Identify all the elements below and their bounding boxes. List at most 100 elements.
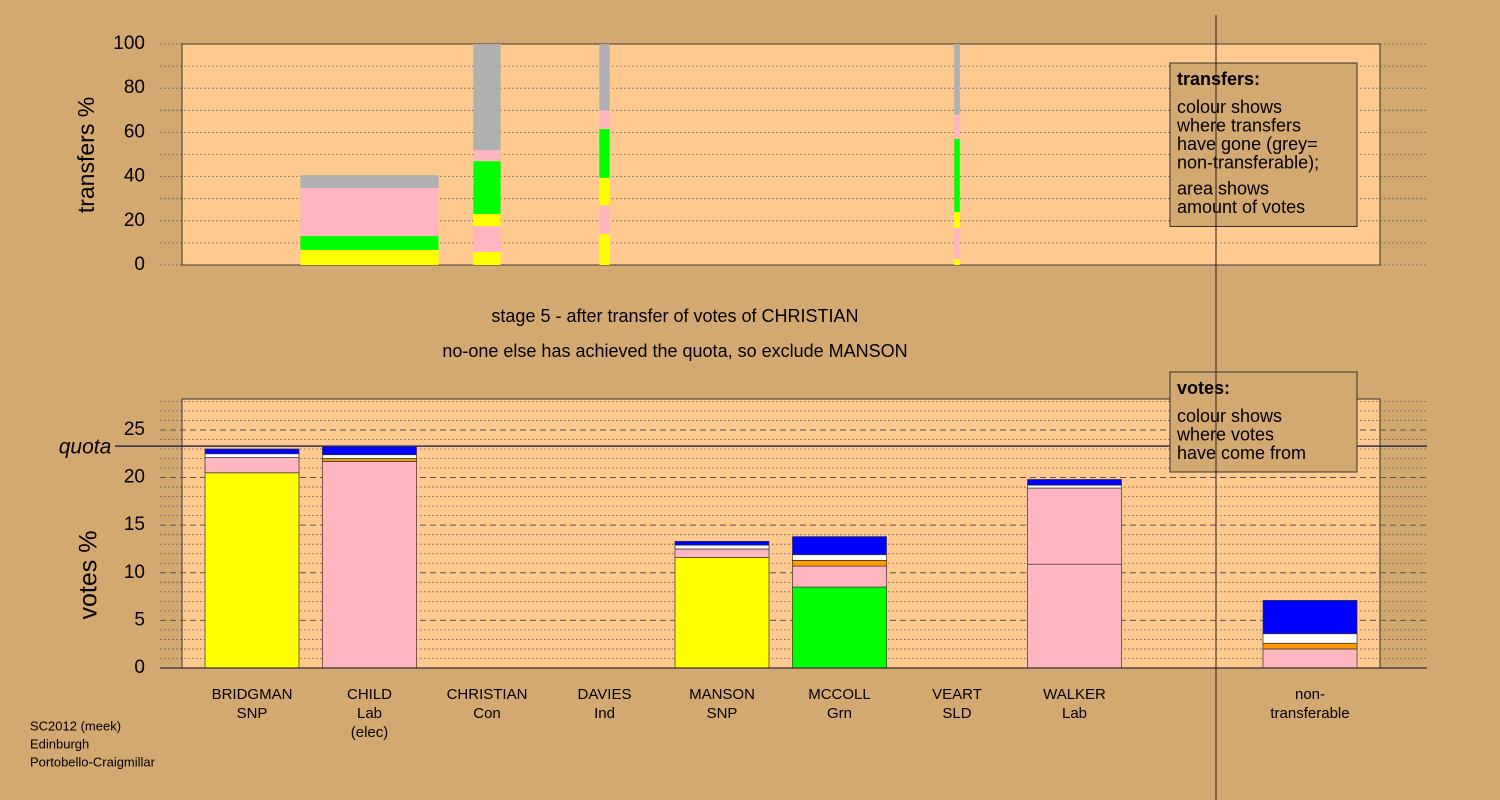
x-tick-label: Grn	[827, 705, 852, 722]
x-tick-label: Lab	[1062, 705, 1087, 722]
bar-segment	[954, 211, 960, 229]
legend-text: area shows	[1177, 178, 1269, 198]
bar-segment	[322, 445, 417, 456]
bar-segment	[792, 536, 887, 556]
bar-segment	[599, 234, 610, 265]
y-tick-label: 80	[124, 77, 145, 98]
bar-segment	[1027, 479, 1122, 486]
bar-segment	[599, 177, 610, 206]
bar-segment	[473, 161, 501, 214]
legend-text: where transfers	[1176, 115, 1301, 135]
bar-segment	[1027, 487, 1122, 565]
x-tick-label: DAVIES	[578, 686, 632, 703]
y-tick-label: 100	[113, 33, 145, 54]
bar-segment	[674, 548, 770, 558]
x-tick-label: Con	[473, 705, 501, 722]
legend-text: have come from	[1177, 443, 1306, 463]
legend-text: have gone (grey=	[1177, 134, 1318, 154]
legend-title: transfers:	[1177, 69, 1260, 89]
bar-segment	[473, 226, 501, 252]
x-tick-label: CHILD	[347, 686, 392, 703]
bar-segment	[792, 554, 887, 561]
x-tick-label: (elec)	[351, 724, 389, 741]
bar-segment	[300, 175, 439, 189]
legend-text: colour shows	[1177, 406, 1282, 426]
bar-segment	[322, 461, 417, 669]
y-tick-label: 15	[124, 514, 145, 535]
bar-segment	[322, 454, 417, 459]
x-tick-label: VEART	[932, 686, 982, 703]
bar-segment	[674, 557, 770, 669]
bar-segment	[204, 453, 300, 458]
bar-segment	[792, 586, 887, 669]
x-tick-label: SLD	[942, 705, 971, 722]
bar-segment	[599, 110, 610, 130]
y-tick-label: 20	[124, 467, 145, 488]
x-tick-label: non-	[1295, 686, 1325, 703]
bar-segment	[204, 457, 300, 474]
bar-segment	[954, 139, 960, 212]
x-tick-label: transferable	[1270, 705, 1349, 722]
bar-segment	[1262, 600, 1358, 635]
bar-segment	[473, 44, 501, 151]
bar-segment	[1262, 648, 1358, 669]
x-tick-label: Ind	[594, 705, 615, 722]
bar-segment	[1027, 563, 1122, 669]
y-tick-label: 20	[124, 210, 145, 231]
bar-segment	[599, 129, 610, 178]
x-tick-label: CHRISTIAN	[447, 686, 528, 703]
legend-text: where votes	[1176, 424, 1274, 444]
y-tick-label: 0	[134, 657, 145, 678]
bar-segment	[674, 541, 770, 546]
bar-segment	[954, 259, 960, 265]
bar-segment	[954, 44, 960, 115]
y-tick-label: 60	[124, 121, 145, 142]
y-tick-label: 25	[124, 419, 145, 440]
bar-segment	[599, 44, 610, 111]
legend-box	[1169, 371, 1358, 473]
bar-segment	[1027, 484, 1122, 489]
x-tick-label: Lab	[357, 705, 382, 722]
x-tick-label: WALKER	[1043, 686, 1106, 703]
y-tick-label: 5	[134, 609, 145, 630]
bar-segment	[322, 458, 417, 462]
bar-segment	[300, 249, 439, 265]
x-tick-label: SNP	[237, 705, 268, 722]
bar-segment	[473, 150, 501, 162]
y-tick-label: 40	[124, 166, 145, 187]
bar-segment	[204, 472, 300, 669]
bar-segment	[792, 565, 887, 588]
legend-text: colour shows	[1177, 97, 1282, 117]
bar-segment	[204, 448, 300, 455]
y-axis-label: transfers %	[73, 97, 99, 213]
bar-segment	[954, 114, 960, 140]
bar-segment	[674, 544, 770, 550]
legend-text: amount of votes	[1177, 197, 1305, 217]
y-tick-label: 0	[134, 254, 145, 275]
x-tick-label: MANSON	[689, 686, 755, 703]
bar-segment	[792, 560, 887, 567]
x-tick-label: BRIDGMAN	[212, 686, 293, 703]
legend-text: non-transferable);	[1177, 152, 1319, 172]
legend-box	[1169, 62, 1358, 227]
x-tick-label: SNP	[707, 705, 738, 722]
legend-title: votes:	[1177, 378, 1230, 398]
bar-segment	[954, 228, 960, 260]
bar-segment	[473, 213, 501, 227]
footer: Portobello-Craigmillar	[30, 754, 156, 769]
bar-segment	[300, 188, 439, 237]
headline: no-one else has achieved the quota, so e…	[442, 341, 907, 361]
headline: stage 5 - after transfer of votes of CHR…	[491, 306, 858, 326]
bar-segment	[1262, 642, 1358, 650]
bar-segment	[300, 236, 439, 250]
footer: Edinburgh	[30, 736, 89, 751]
quota-label: quota	[59, 436, 112, 459]
x-tick-label: MCCOLL	[808, 686, 871, 703]
y-tick-label: 10	[124, 562, 145, 583]
bar-segment	[599, 205, 610, 235]
bar-segment	[473, 251, 501, 265]
bar-segment	[1262, 633, 1358, 644]
footer: SC2012 (meek)	[30, 718, 121, 733]
y-axis-label: votes %	[75, 531, 103, 620]
